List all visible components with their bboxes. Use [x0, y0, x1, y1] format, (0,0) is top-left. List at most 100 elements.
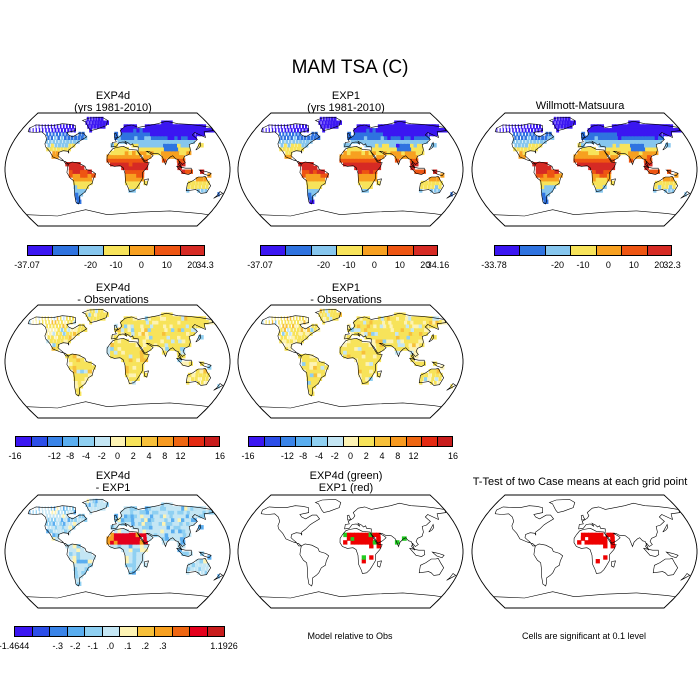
grid-cell	[381, 139, 387, 144]
grid-cell	[361, 173, 366, 178]
grid-cell	[394, 150, 399, 156]
grid-cell	[72, 354, 77, 359]
grid-cell	[268, 320, 270, 325]
grid-cell	[393, 316, 399, 321]
grid-cell	[526, 131, 529, 137]
grid-cell	[113, 146, 119, 152]
grid-cell	[569, 120, 573, 125]
grid-cell	[606, 532, 611, 538]
grid-cell	[130, 320, 135, 325]
grid-cell	[83, 361, 89, 366]
grid-cell	[177, 128, 184, 133]
grid-cell	[400, 135, 406, 140]
grid-cell	[412, 139, 418, 144]
grid-cell	[305, 365, 311, 370]
grid-cell	[298, 131, 301, 137]
grid-cell	[124, 342, 130, 348]
grid-cell	[125, 365, 130, 370]
grid-cell	[391, 320, 397, 325]
grid-cell	[614, 124, 620, 129]
grid-cell	[390, 342, 396, 348]
grid-cell	[132, 506, 137, 511]
colorbar-tick-label: -16	[8, 451, 22, 461]
grid-cell	[168, 331, 175, 336]
grid-cell	[396, 143, 401, 148]
grid-cell	[125, 357, 130, 363]
grid-cell	[76, 331, 80, 336]
grid-cell	[519, 139, 523, 144]
grid-cell	[72, 169, 77, 174]
grid-cell	[149, 146, 155, 152]
grid-cell	[356, 128, 361, 133]
grid-cell	[387, 327, 393, 332]
grid-cell	[57, 327, 60, 332]
grid-cell	[577, 158, 582, 163]
grid-cell	[179, 331, 185, 336]
colorbar-tick-label: -20	[84, 260, 98, 270]
grid-cell	[173, 525, 179, 530]
grid-cell	[65, 316, 68, 321]
grid-cell	[314, 323, 318, 329]
grid-cell	[166, 513, 172, 519]
grid-cell	[301, 165, 307, 171]
grid-cell	[360, 327, 365, 332]
grid-cell	[363, 323, 368, 329]
grid-cell	[610, 158, 615, 163]
grid-cell	[346, 354, 352, 359]
coastline-indonesia	[408, 357, 426, 367]
grid-cell	[534, 146, 538, 152]
grid-cell	[123, 128, 128, 133]
grid-cell	[313, 173, 318, 178]
grid-cell	[98, 498, 101, 504]
panel-title-exp4d: EXP4d (yrs 1981-2010)	[13, 90, 213, 114]
grid-cell	[167, 338, 173, 344]
grid-cell	[543, 173, 548, 178]
coastline-britain	[346, 514, 352, 521]
grid-cell	[292, 331, 296, 336]
grid-cell	[360, 131, 365, 137]
grid-cell	[156, 338, 162, 344]
grid-cell	[361, 559, 366, 564]
grid-cell	[189, 320, 196, 325]
grid-cell	[42, 320, 44, 325]
grid-cell	[136, 562, 141, 568]
grid-cell	[592, 162, 597, 167]
grid-cell	[369, 372, 374, 378]
grid-cell	[87, 361, 92, 366]
grid-cell	[594, 139, 600, 144]
grid-cell	[117, 146, 122, 152]
grid-cell	[120, 331, 126, 336]
grid-cell	[321, 312, 324, 317]
grid-cell	[543, 169, 548, 174]
grid-cell	[120, 327, 125, 332]
grid-cell	[136, 510, 141, 515]
grid-cell	[394, 128, 400, 133]
grid-cell	[110, 162, 115, 167]
panel-title-sig-green-red: EXP4d (green) EXP1 (red)	[246, 470, 446, 494]
grid-cell	[64, 128, 67, 133]
grid-cell	[169, 124, 175, 129]
grid-cell	[649, 131, 656, 137]
grid-cell	[361, 532, 366, 538]
grid-cell	[581, 143, 586, 148]
colorbar-tick-label: -10	[342, 260, 356, 270]
grid-cell	[624, 135, 630, 140]
grid-cell	[132, 184, 137, 189]
colorbar-swatch	[14, 626, 32, 637]
grid-cell	[163, 146, 169, 152]
grid-cell	[90, 506, 93, 511]
grid-cell	[45, 139, 49, 144]
grid-cell	[51, 154, 56, 159]
grid-cell	[505, 128, 508, 133]
grid-cell	[339, 346, 344, 351]
grid-cell	[354, 162, 359, 167]
grid-cell	[386, 124, 392, 129]
grid-cell	[141, 139, 147, 144]
grid-cell	[584, 154, 589, 159]
grid-cell	[396, 316, 402, 321]
grid-cell	[293, 128, 296, 133]
grid-cell	[152, 525, 158, 530]
grid-cell	[314, 131, 318, 137]
grid-cell	[305, 335, 309, 340]
grid-cell	[128, 559, 133, 564]
